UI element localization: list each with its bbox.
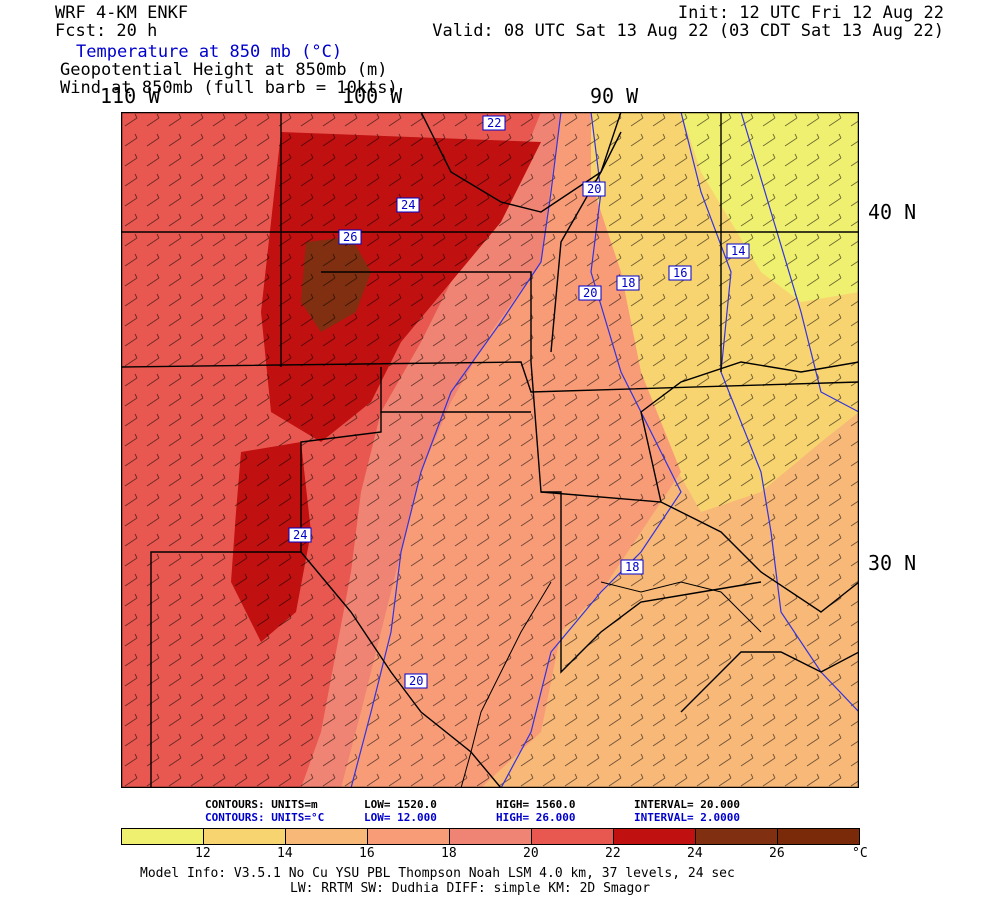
contour-label: 18 bbox=[625, 560, 639, 574]
contour-label: 18 bbox=[621, 276, 635, 290]
colorbar-segment bbox=[203, 828, 286, 845]
model-title: WRF 4-KM ENKF bbox=[55, 3, 189, 23]
colorbar-segment bbox=[531, 828, 614, 845]
wind-barbs bbox=[121, 112, 859, 788]
colorbar-tick-label: 22 bbox=[605, 846, 621, 861]
temp-contour-high: HIGH= 26.000 bbox=[496, 811, 576, 824]
height-contour-high: HIGH= 1560.0 bbox=[496, 798, 576, 811]
colorbar-tick-label: 20 bbox=[523, 846, 539, 861]
colorbar-segment bbox=[449, 828, 532, 845]
colorbar-tick-label: 16 bbox=[359, 846, 375, 861]
colorbar-tick-label: 12 bbox=[195, 846, 211, 861]
colorbar-segment bbox=[367, 828, 450, 845]
colorbar-segment bbox=[121, 828, 204, 845]
lon-label-100w: 100 W bbox=[342, 84, 403, 108]
colorbar-tick-label: 26 bbox=[769, 846, 785, 861]
field-temperature: Temperature at 850 mb (°C) bbox=[76, 42, 343, 62]
temp-contour-interval: INTERVAL= 2.0000 bbox=[634, 811, 740, 824]
lon-label-110w: 110 W bbox=[100, 84, 161, 108]
colorbar-unit: °C bbox=[852, 846, 868, 861]
temp-contour-low: LOW= 12.000 bbox=[364, 811, 437, 824]
height-contour-interval: INTERVAL= 20.000 bbox=[634, 798, 740, 811]
isotherm-lines bbox=[350, 112, 859, 788]
temperature-map: 22 24 26 20 18 16 14 20 18 24 20 bbox=[121, 112, 859, 788]
contour-label: 24 bbox=[293, 528, 307, 542]
colorbar-segment bbox=[613, 828, 696, 845]
colorbar-tick-label: 14 bbox=[277, 846, 293, 861]
colorbar-segment bbox=[285, 828, 368, 845]
contour-label: 24 bbox=[401, 198, 415, 212]
field-wind: Wind at 850mb (full barb = 10kts) bbox=[60, 78, 398, 98]
lon-label-90w: 90 W bbox=[590, 84, 639, 108]
field-height: Geopotential Height at 850mb (m) bbox=[60, 60, 388, 80]
contour-label: 22 bbox=[487, 116, 501, 130]
contour-label: 16 bbox=[673, 266, 687, 280]
lat-label-40n: 40 N bbox=[868, 200, 917, 224]
valid-time: Valid: 08 UTC Sat 13 Aug 22 (03 CDT Sat … bbox=[432, 21, 944, 41]
colorbar-tick-label: 24 bbox=[687, 846, 703, 861]
forecast-hour: Fcst: 20 h bbox=[55, 21, 158, 41]
temp-contour-units: CONTOURS: UNITS=°C bbox=[205, 811, 325, 824]
contour-label: 26 bbox=[343, 230, 357, 244]
contour-label: 20 bbox=[409, 674, 423, 688]
init-time: Init: 12 UTC Fri 12 Aug 22 bbox=[677, 3, 944, 23]
model-physics: LW: RRTM SW: Dudhia DIFF: simple KM: 2D … bbox=[290, 881, 651, 896]
colorbar-segment bbox=[695, 828, 778, 845]
height-contour-low: LOW= 1520.0 bbox=[364, 798, 437, 811]
contour-label: 20 bbox=[583, 286, 597, 300]
state-and-height-lines bbox=[121, 112, 859, 788]
colorbar-tick-label: 18 bbox=[441, 846, 457, 861]
lat-label-30n: 30 N bbox=[868, 551, 917, 575]
colorbar-segment bbox=[777, 828, 860, 845]
height-contour-units: CONTOURS: UNITS=m bbox=[205, 798, 318, 811]
contour-labels: 22 24 26 20 18 16 14 20 18 24 20 bbox=[288, 115, 750, 689]
contour-label: 14 bbox=[731, 244, 745, 258]
contour-label: 20 bbox=[587, 182, 601, 196]
model-info: Model Info: V3.5.1 No Cu YSU PBL Thompso… bbox=[140, 866, 735, 881]
